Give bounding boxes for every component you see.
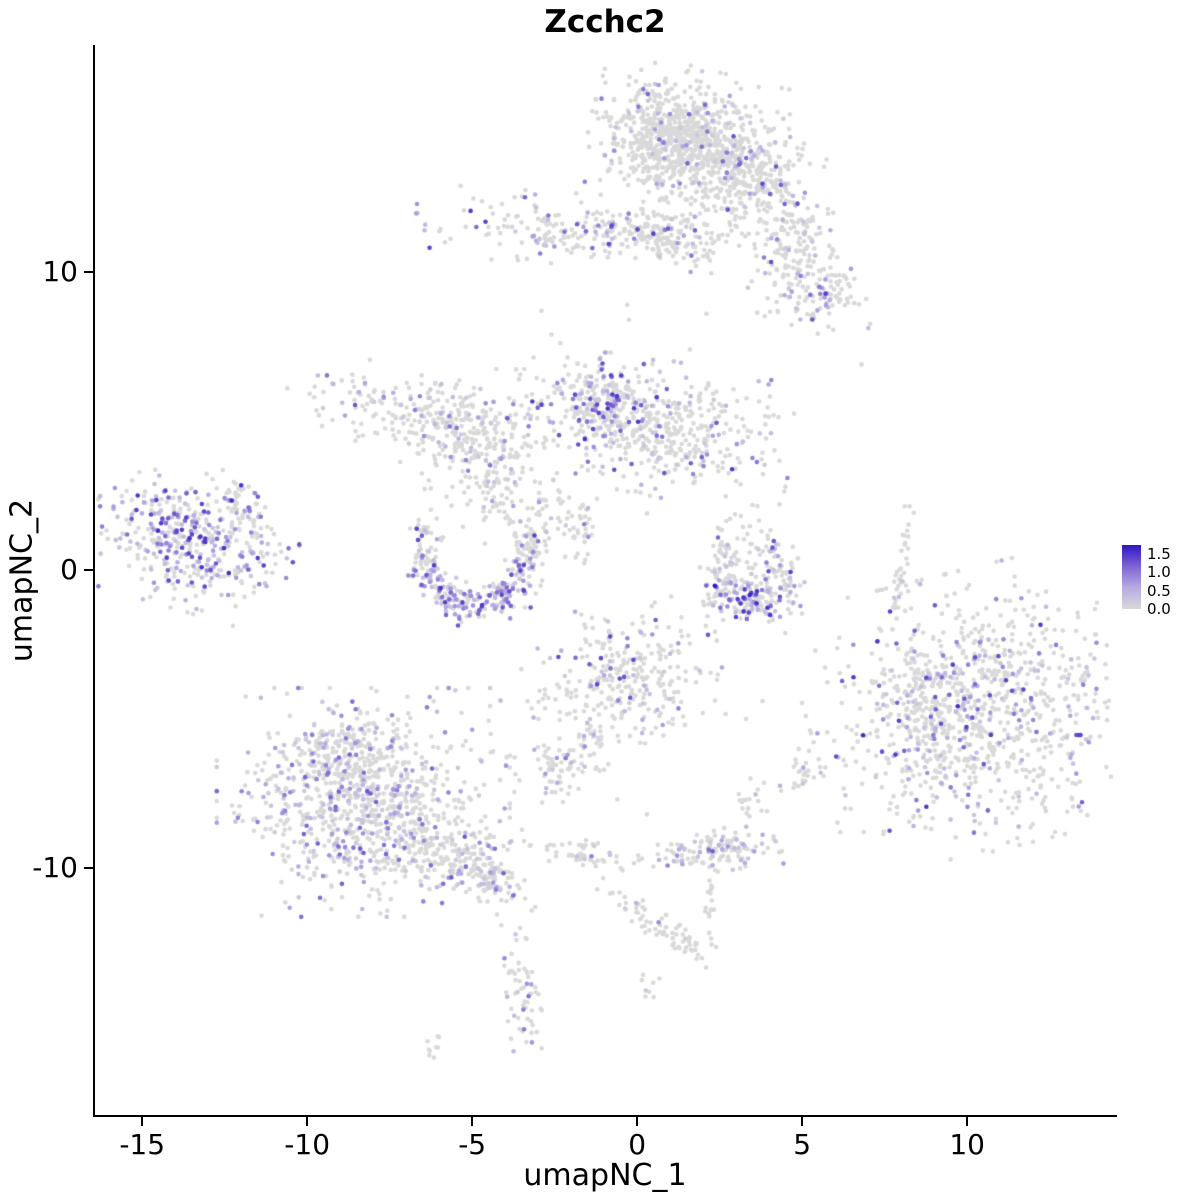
legend-tick-label: 0.0 [1147,600,1171,618]
y-tick-mark [84,569,93,572]
x-tick-label: -10 [284,1128,331,1161]
x-tick-label: 0 [628,1128,647,1161]
y-axis-line [93,45,95,1117]
y-tick-mark [84,271,93,274]
x-tick-mark [966,1117,969,1126]
y-tick-label: 10 [42,255,78,289]
x-tick-mark [636,1117,639,1126]
x-axis-line [93,1115,1117,1117]
y-tick-label: 0 [60,553,78,587]
legend-tick-label: 1.5 [1147,545,1171,564]
colorbar-legend: 1.5 1.0 0.5 0.0 [1122,545,1200,625]
x-tick-label: -5 [458,1128,487,1161]
colorbar-gradient [1122,545,1141,609]
x-tick-mark [471,1117,474,1126]
x-tick-label: 5 [793,1128,812,1161]
scatter-plot-canvas [95,45,1115,1115]
y-tick-label: -10 [32,850,78,884]
legend-tick-label: 1.0 [1147,563,1171,582]
x-axis-label: umapNC_1 [523,1158,687,1193]
x-tick-mark [306,1117,309,1126]
x-tick-mark [801,1117,804,1126]
plot-title: Zcchc2 [544,4,666,40]
y-tick-mark [84,866,93,869]
x-tick-label: 10 [949,1128,985,1161]
x-tick-label: -15 [119,1128,166,1161]
x-tick-mark [141,1117,144,1126]
legend-tick-label: 0.5 [1147,581,1171,600]
